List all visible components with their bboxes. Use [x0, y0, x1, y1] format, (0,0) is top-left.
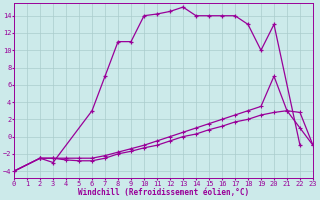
X-axis label: Windchill (Refroidissement éolien,°C): Windchill (Refroidissement éolien,°C) [78, 188, 249, 197]
